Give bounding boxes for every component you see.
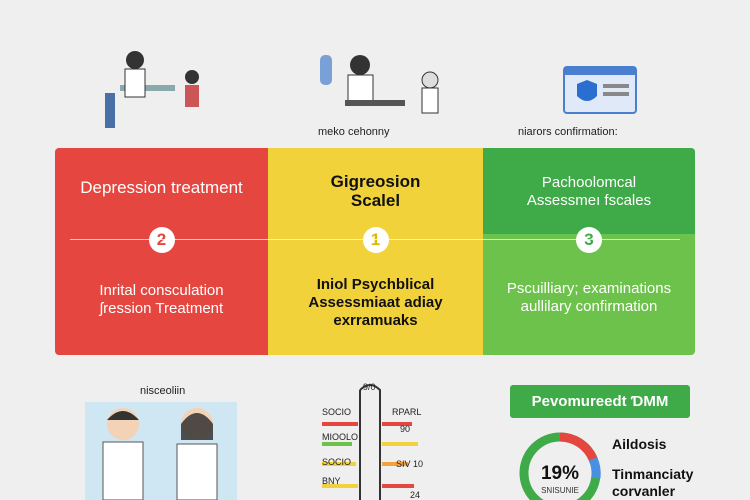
donut-value: 19%	[540, 463, 580, 484]
caption: meko cehonny	[318, 126, 390, 138]
legend-item: Aildosis	[612, 436, 667, 452]
legend-item: Tinmanciaty	[612, 466, 694, 482]
caption: niarors confirmation:	[518, 126, 618, 138]
step-number: 3	[576, 227, 602, 253]
text-line: aullilary confirmation	[520, 298, 658, 315]
gauge-label: SOCIO	[322, 407, 352, 417]
illustration-screen	[563, 66, 637, 114]
connector-line	[70, 239, 680, 240]
step-number: 2	[148, 227, 175, 253]
panel-text: Inrital consculation ʃression Treatment	[55, 282, 268, 318]
donut	[519, 432, 601, 500]
text-line: exrramuaks	[333, 312, 418, 329]
gauge-label: 9/0	[363, 382, 376, 392]
badge: Pevomureedt ƊMM	[510, 385, 690, 418]
illustration-doctor-desk	[105, 51, 199, 128]
text-line: Assessmiaat adiay	[308, 294, 443, 311]
donut-sub: SNISUNIE	[541, 486, 579, 495]
gauge-label: MIOOLO	[322, 432, 359, 442]
panel-header-bg	[483, 148, 695, 234]
text-line: Pachoolomcal	[541, 174, 637, 191]
panel-title: Pachoolomcal Assessmeı fscales	[483, 174, 695, 210]
gauge-label: BNY	[322, 476, 341, 486]
gauge-label: SIV 10	[396, 459, 424, 469]
gauge-label: SOCIO	[322, 457, 352, 467]
illustration-consult	[320, 55, 439, 114]
panel-text: Iniol Psychblical Assessmiaat adiay exrram…	[268, 276, 483, 330]
legend-item: corvanler	[612, 483, 676, 499]
text-line: Inrital consculation	[99, 282, 224, 299]
gauge-label: 90	[400, 424, 411, 434]
illustration-label: nisceoliin	[140, 385, 186, 397]
text-line: Pscuilliary; examinations	[506, 280, 672, 297]
panel-title: Gigreosion Scalel	[268, 172, 483, 210]
gauge-label: 24	[410, 490, 421, 500]
panel-text: Pscuilliary; examinations aullilary confi…	[483, 280, 695, 316]
panel-title: Depression treatment	[80, 178, 243, 197]
text-line: ʃression Treatment	[99, 300, 224, 317]
text-line: Gigreosion	[330, 172, 421, 191]
step-number: 1	[362, 227, 389, 253]
panel: Depression treatment 2 Inrital consculat…	[55, 148, 268, 355]
text-line: Scalel	[350, 191, 401, 210]
gauge	[322, 384, 418, 500]
gauge-label: RPARL	[392, 407, 422, 417]
text-line: Assessmeı fscales	[526, 192, 652, 209]
illustration-doctors	[85, 402, 237, 500]
text-line: Iniol Psychblical	[316, 276, 435, 293]
